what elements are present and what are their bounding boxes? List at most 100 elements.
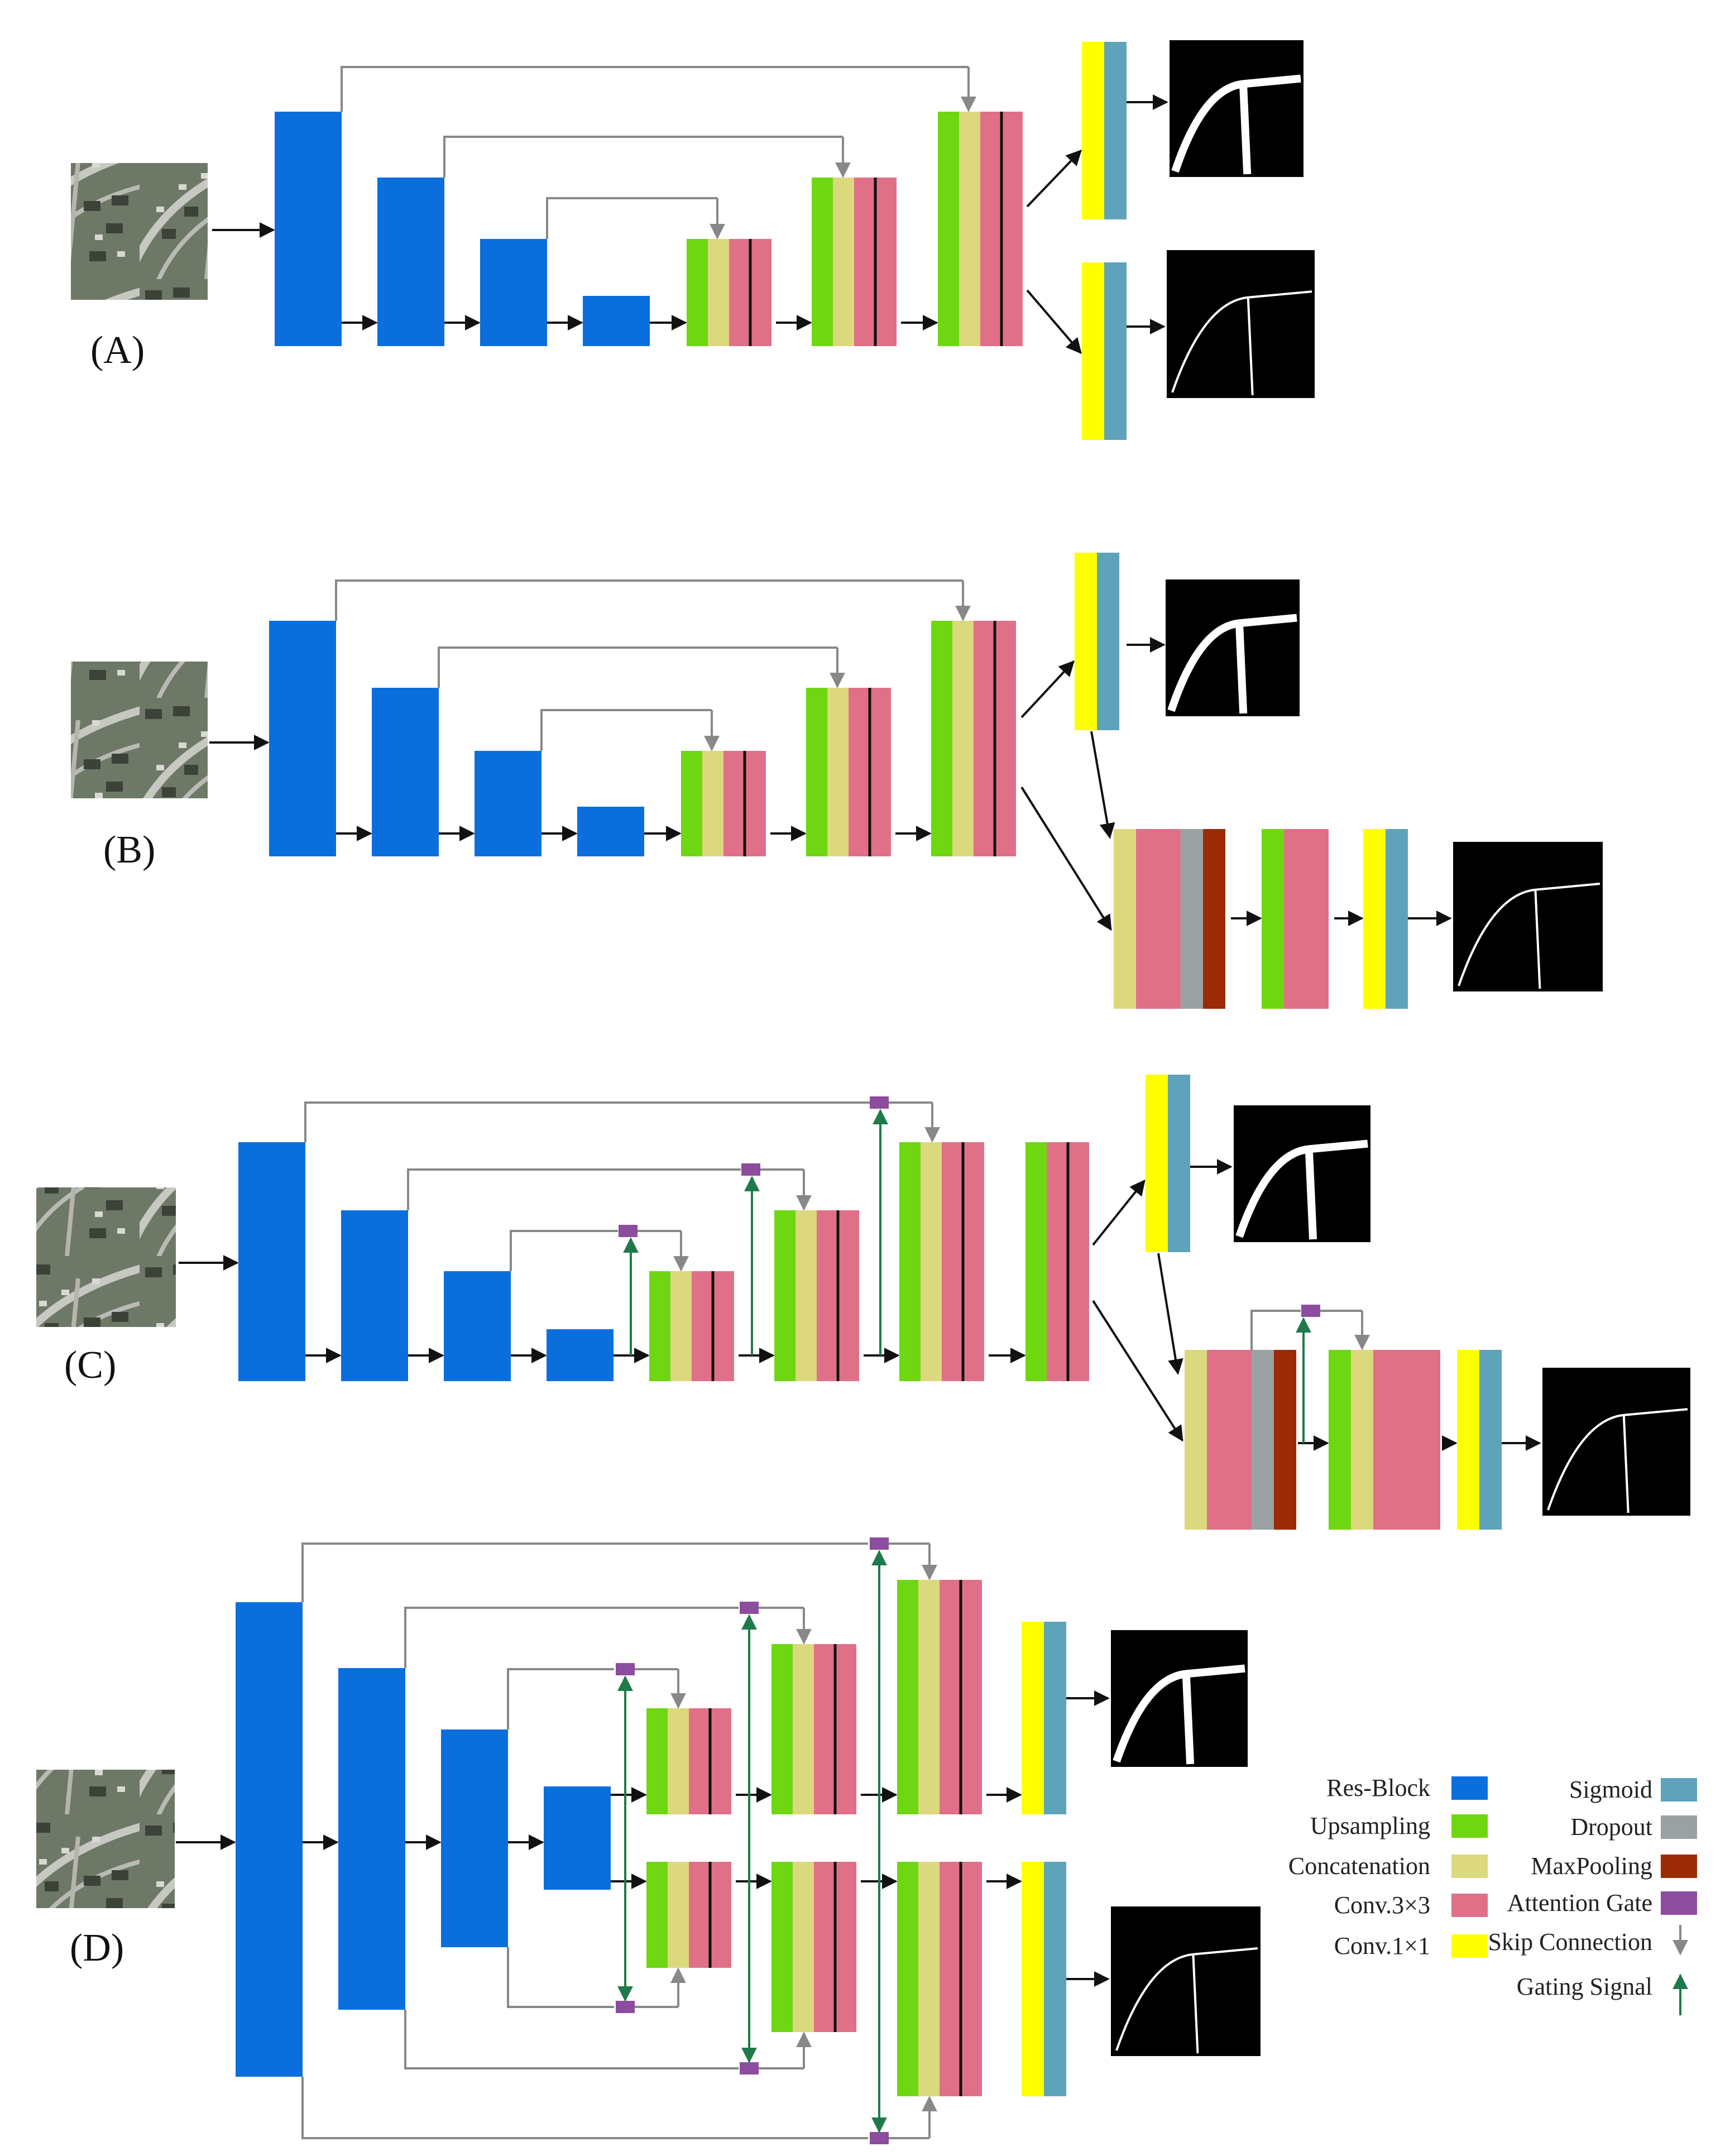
sigmoid-block [1386,829,1408,1009]
sigmoid-block [1104,262,1127,440]
upsampling-block [687,239,708,346]
upsampling-block [771,1644,793,1814]
legend-label: Upsampling [1310,1812,1430,1839]
concatenation-block [952,621,974,856]
panel-label: (D) [70,1927,124,1970]
legend-swatch-dropout [1661,1815,1697,1839]
res-block [444,1271,511,1381]
legend-swatch-attention-gate [1661,1891,1697,1915]
road-line [1622,1415,1630,1513]
conv3x3-block [710,1862,731,1968]
res-block [583,296,650,346]
road-mask-thick-icon [1170,40,1304,177]
road-line [1247,297,1254,396]
conv1x1-block [1022,1862,1044,2096]
conv3x3-block [854,178,875,346]
legend-label: Res-Block [1326,1774,1430,1802]
legend-swatch-maxpooling [1661,1855,1697,1878]
attention-gate [870,1537,889,1550]
conv1x1-block [1457,1350,1479,1530]
sigmoid-block [1044,1862,1066,2096]
legend-label: Gating Signal [1517,1973,1652,2000]
conv3x3-block [963,1142,984,1381]
upsampling-block [897,1862,918,2096]
attention-gate [616,1663,635,1675]
sigmoid-block [1044,1622,1066,1814]
connector-line [301,1542,868,1602]
conv3x3-block [745,751,766,856]
res-block [338,1668,405,2010]
flow-arrow [1157,1253,1183,1375]
upsampling-block [897,1580,918,1814]
conv3x3-block [1158,829,1181,1009]
connector-line [335,579,963,621]
road-line [1171,290,1312,393]
res-block [341,1210,408,1381]
upsampling-block [1025,1142,1047,1381]
upsampling-block [931,621,952,856]
conv3x3-block [817,1210,838,1381]
res-block [441,1729,508,1947]
upsampling-block [806,688,827,856]
legend-label: Conv.1×1 [1334,1932,1430,1959]
conv3x3-block [710,1708,731,1814]
conv3x3-block [875,178,897,346]
panel-label: (A) [90,329,145,372]
flow-arrow [1092,1179,1146,1246]
res-block [475,751,541,856]
upsampling-block [774,1210,795,1381]
conv3x3-block [942,1142,963,1381]
legend-label: Sigmoid [1569,1776,1652,1803]
road-line [1305,1149,1317,1240]
legend-label: Concatenation [1288,1852,1430,1880]
conv1x1-block [1082,42,1104,219]
conv3x3-block [689,1708,710,1814]
connector-line [407,1168,741,1210]
conv3x3-block [814,1644,835,1814]
road-mask-thin-icon [1542,1368,1690,1516]
maxpooling-block [1274,1350,1296,1530]
sigmoid-block [1479,1350,1502,1530]
res-block [480,239,547,346]
flow-arrow [1020,786,1112,931]
aerial-image-icon [36,1187,176,1327]
road-line [1235,623,1248,714]
concatenation-block [918,1862,940,2096]
road-mask-thin-icon [1453,842,1603,991]
conv3x3-block [961,1580,982,1814]
upsampling-block [771,1862,793,2032]
maxpooling-block [1203,829,1225,1009]
conv3x3-block [940,1862,961,2096]
conv3x3-block [1229,1350,1252,1530]
concatenation-block [668,1708,689,1814]
legend-swatch-upsampling [1451,1814,1488,1838]
conv1x1-block [1022,1622,1044,1814]
legend-label: Attention Gate [1507,1889,1652,1917]
concatenation-block [921,1142,942,1381]
road-line [1235,1139,1368,1238]
concatenation-block [793,1644,814,1814]
flow-arrow [1026,289,1082,354]
upsampling-block [1329,1350,1351,1530]
conv3x3-block [838,1210,859,1381]
conv3x3-block [835,1862,856,2032]
concatenation-block [795,1210,817,1381]
res-block [544,1786,611,1890]
legend-label: Dropout [1570,1813,1652,1841]
conv3x3-block [1306,829,1329,1009]
attention-gate [870,1096,889,1109]
road-line [1115,1947,1258,2051]
conv3x3-block [980,112,1001,346]
connector-line [404,1607,739,1668]
conv3x3-block [870,688,891,856]
conv3x3-block [1396,1350,1418,1530]
concatenation-block [670,1271,692,1381]
conv3x3-block [692,1271,713,1381]
connector-line [546,197,717,239]
connector-line [507,1947,614,2008]
panel-label: (C) [64,1344,116,1387]
concatenation-block [827,688,849,856]
road-line [1113,1664,1245,1763]
upsampling-block [812,178,833,346]
attention-gate [870,2132,889,2144]
